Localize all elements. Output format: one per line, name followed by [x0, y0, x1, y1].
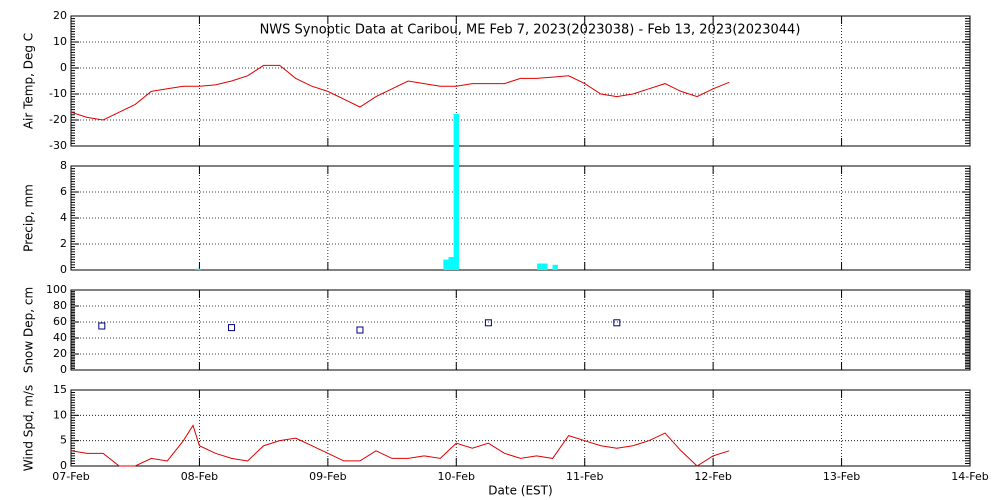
x-axis-label: Date (EST) [488, 484, 552, 498]
y-tick-label: 15 [53, 383, 67, 396]
x-tick-label: 13-Feb [823, 470, 860, 483]
y-tick-label: 60 [53, 315, 67, 328]
point [484, 319, 492, 327]
x-tick-label: 08-Feb [181, 470, 218, 483]
data-line [70, 424, 730, 467]
y-tick-label: 100 [46, 283, 67, 296]
y-tick-label: 6 [60, 185, 67, 198]
bar [448, 257, 454, 270]
bar [552, 264, 558, 270]
plot-frame [70, 165, 971, 271]
x-tick-label: 09-Feb [309, 470, 346, 483]
y-tick-label: 4 [60, 211, 67, 224]
plot-frame [70, 389, 971, 467]
bar [537, 263, 543, 270]
y-axis-label: Air Temp, Deg C [22, 33, 36, 129]
y-tick-label: -10 [49, 87, 67, 100]
y-axis-label: Precip, mm [22, 184, 36, 252]
x-tick-label: 11-Feb [566, 470, 603, 483]
y-tick-label: 10 [53, 408, 67, 421]
point [356, 326, 364, 334]
bar [195, 268, 201, 270]
y-tick-label: 0 [60, 363, 67, 376]
point [613, 319, 621, 327]
y-tick-label: 20 [53, 347, 67, 360]
point [98, 322, 106, 330]
plot-frame [70, 289, 971, 371]
y-tick-label: 10 [53, 35, 67, 48]
y-tick-label: 2 [60, 237, 67, 250]
y-tick-label: 80 [53, 299, 67, 312]
y-tick-label: 5 [60, 434, 67, 447]
bar [542, 263, 548, 270]
y-tick-label: 0 [60, 263, 67, 276]
y-axis-label: Wind Spd, m/s [22, 385, 36, 471]
x-tick-label: 07-Feb [52, 470, 89, 483]
y-tick-label: 0 [60, 61, 67, 74]
x-tick-label: 14-Feb [951, 470, 988, 483]
y-tick-label: 40 [53, 331, 67, 344]
bar [453, 114, 459, 270]
data-line [70, 64, 730, 121]
x-tick-label: 12-Feb [694, 470, 731, 483]
y-tick-label: 20 [53, 9, 67, 22]
bar [443, 259, 449, 270]
chart-title: NWS Synoptic Data at Caribou, ME Feb 7, … [260, 23, 801, 38]
x-tick-label: 10-Feb [438, 470, 475, 483]
point [228, 324, 236, 332]
y-tick-label: -20 [49, 113, 67, 126]
y-axis-label: Snow Dep, cm [22, 287, 36, 373]
y-tick-label: 0 [60, 459, 67, 472]
y-tick-label: 8 [60, 159, 67, 172]
y-tick-label: -30 [49, 139, 67, 152]
